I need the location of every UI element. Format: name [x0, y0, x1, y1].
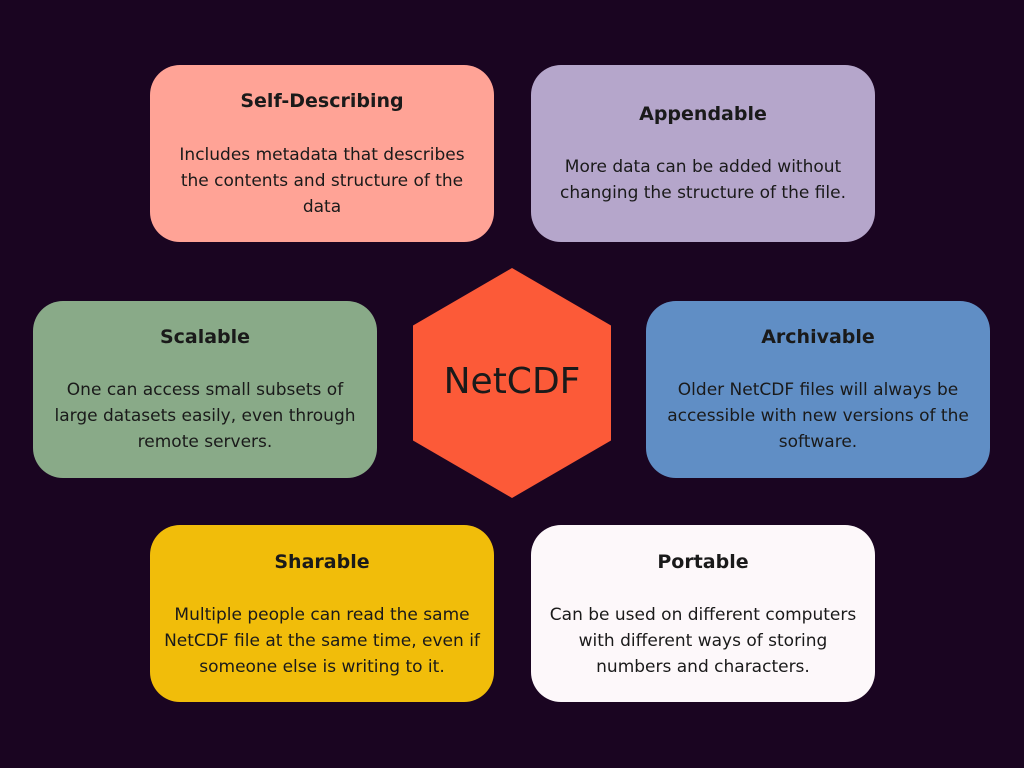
card-archivable: Archivable Older NetCDF files will alway… [646, 301, 990, 478]
center-hexagon: NetCDF [413, 268, 611, 498]
card-description: Can be used on different computers with … [549, 605, 857, 677]
card-portable: Portable Can be used on different comput… [531, 525, 875, 702]
card-scalable: Scalable One can access small subsets of… [33, 301, 377, 478]
card-description: More data can be added without changing … [559, 157, 847, 203]
card-title: Sharable [274, 551, 370, 573]
hexagon-shape [413, 268, 611, 498]
card-title: Scalable [159, 326, 251, 348]
card-description: One can access small subsets of large da… [54, 380, 356, 452]
card-sharable: Sharable Multiple people can read the sa… [150, 525, 494, 702]
card-description: Older NetCDF files will always be access… [667, 380, 969, 452]
card-appendable: Appendable More data can be added withou… [531, 65, 875, 242]
card-self-describing: Self-Describing Includes metadata that d… [150, 65, 494, 242]
card-title: Appendable [639, 103, 767, 125]
card-title: Archivable [761, 326, 875, 348]
center-label: NetCDF [443, 361, 581, 402]
card-title: Self-Describing [240, 90, 404, 112]
card-description: Multiple people can read the same NetCDF… [164, 605, 480, 677]
card-description: Includes metadata that describes the con… [179, 145, 465, 217]
card-title: Portable [657, 551, 749, 573]
